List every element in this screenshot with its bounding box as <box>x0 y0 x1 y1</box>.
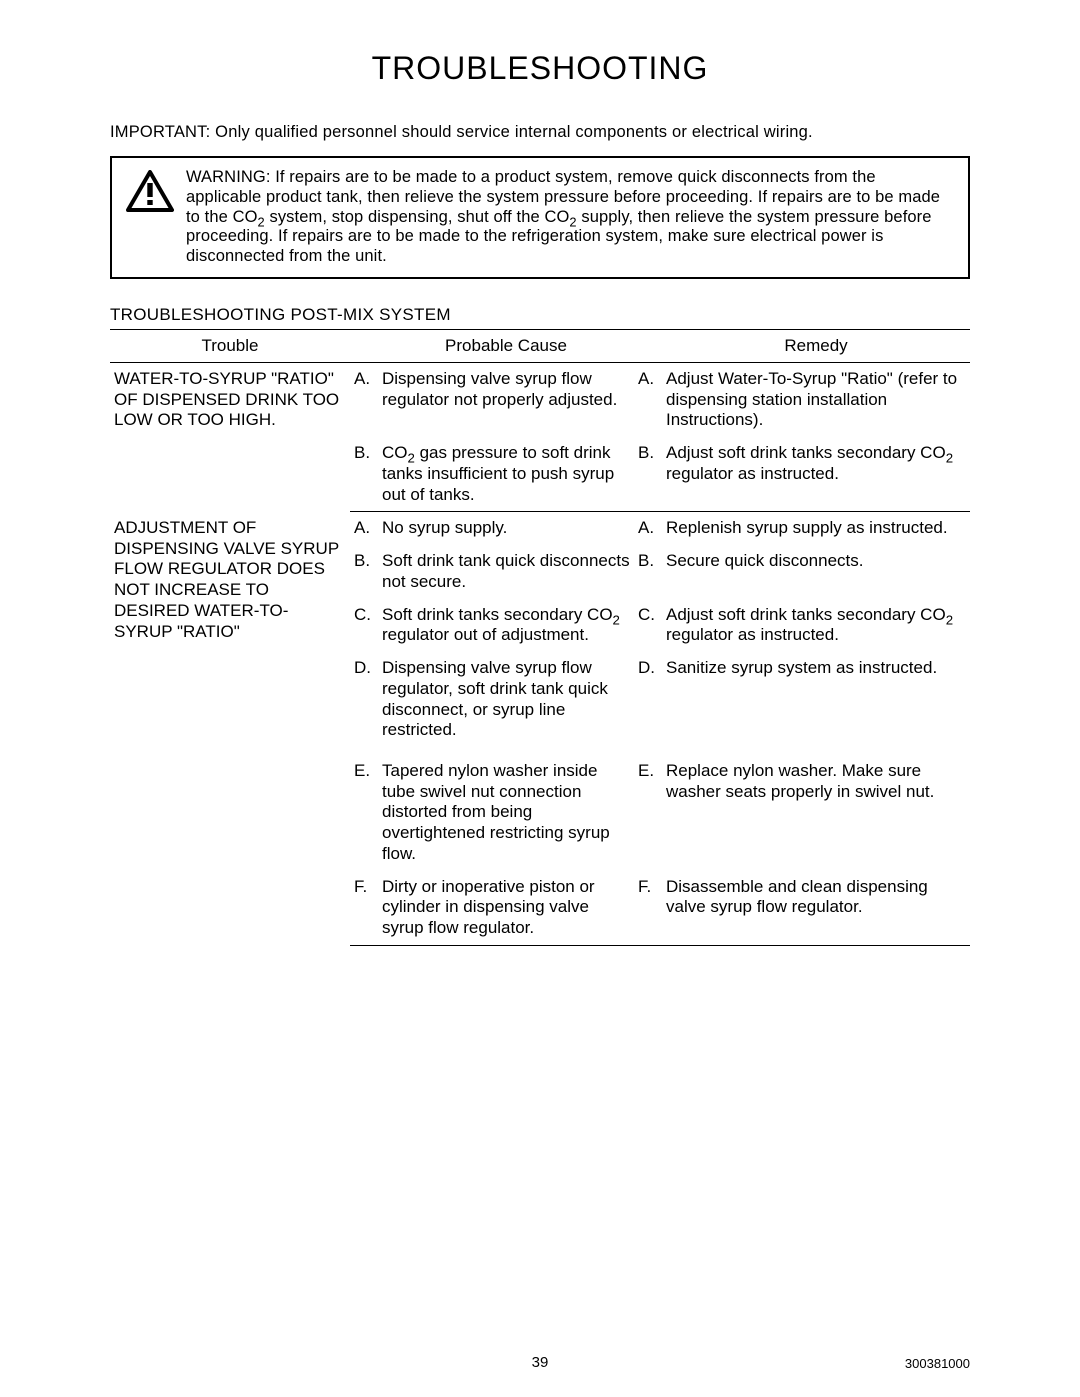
remedy-cell: Replace nylon washer. Make sure washer s… <box>662 747 970 871</box>
col-header-spacer2 <box>634 329 662 362</box>
cause-letter: D. <box>350 652 378 747</box>
warning-box: WARNING: If repairs are to be made to a … <box>110 156 970 279</box>
col-header-trouble: Trouble <box>110 329 350 362</box>
remedy-cell: Disassemble and clean dispensing valve s… <box>662 871 970 946</box>
cause-cell: Tapered nylon washer inside tube swivel … <box>378 747 634 871</box>
table-row: WATER-TO-SYRUP "RATIO" OF DISPENSED DRIN… <box>110 362 970 437</box>
remedy-cell: Secure quick disconnects. <box>662 545 970 598</box>
page-title: TROUBLESHOOTING <box>110 50 970 87</box>
cause-letter: A. <box>350 512 378 545</box>
section-title: TROUBLESHOOTING POST-MIX SYSTEM <box>110 305 970 325</box>
table-header-row: Trouble Probable Cause Remedy <box>110 329 970 362</box>
remedy-letter: E. <box>634 747 662 871</box>
table-row: ADJUSTMENT OF DISPENSING VALVE SYRUP FLO… <box>110 512 970 545</box>
cause-letter: E. <box>350 747 378 871</box>
cause-cell: Dispensing valve syrup flow regulator, s… <box>378 652 634 747</box>
trouble-cell: ADJUSTMENT OF DISPENSING VALVE SYRUP FLO… <box>110 512 350 945</box>
cause-letter: C. <box>350 599 378 652</box>
page-footer: 39 300381000 <box>0 1354 1080 1371</box>
col-header-cause: Probable Cause <box>378 329 634 362</box>
remedy-cell: Replenish syrup supply as instructed. <box>662 512 970 545</box>
trouble-cell: WATER-TO-SYRUP "RATIO" OF DISPENSED DRIN… <box>110 362 350 511</box>
cause-cell: Soft drink tanks secondary CO2 regulator… <box>378 599 634 652</box>
col-header-remedy: Remedy <box>662 329 970 362</box>
remedy-letter: B. <box>634 437 662 512</box>
document-number: 300381000 <box>905 1356 970 1371</box>
cause-cell: CO2 gas pressure to soft drink tanks ins… <box>378 437 634 512</box>
remedy-cell: Adjust soft drink tanks secondary CO2 re… <box>662 437 970 512</box>
cause-letter: B. <box>350 437 378 512</box>
cause-letter: B. <box>350 545 378 598</box>
col-header-spacer1 <box>350 329 378 362</box>
remedy-cell: Adjust soft drink tanks secondary CO2 re… <box>662 599 970 652</box>
remedy-cell: Adjust Water-To-Syrup "Ratio" (refer to … <box>662 362 970 437</box>
remedy-letter: A. <box>634 512 662 545</box>
remedy-letter: F. <box>634 871 662 946</box>
page-content: TROUBLESHOOTING IMPORTANT: Only qualifie… <box>0 0 1080 946</box>
cause-letter: F. <box>350 871 378 946</box>
cause-cell: Dispensing valve syrup flow regulator no… <box>378 362 634 437</box>
remedy-letter: D. <box>634 652 662 747</box>
important-note: IMPORTANT: Only qualified personnel shou… <box>110 123 970 142</box>
warning-text: WARNING: If repairs are to be made to a … <box>186 168 954 267</box>
warning-triangle-icon <box>126 170 174 212</box>
remedy-letter: A. <box>634 362 662 437</box>
cause-cell: Soft drink tank quick disconnects not se… <box>378 545 634 598</box>
cause-letter: A. <box>350 362 378 437</box>
remedy-cell: Sanitize syrup system as instructed. <box>662 652 970 747</box>
remedy-letter: B. <box>634 545 662 598</box>
cause-cell: No syrup supply. <box>378 512 634 545</box>
cause-cell: Dirty or inoperative piston or cylinder … <box>378 871 634 946</box>
troubleshooting-table: Trouble Probable Cause Remedy WATER-TO-S… <box>110 329 970 946</box>
remedy-letter: C. <box>634 599 662 652</box>
